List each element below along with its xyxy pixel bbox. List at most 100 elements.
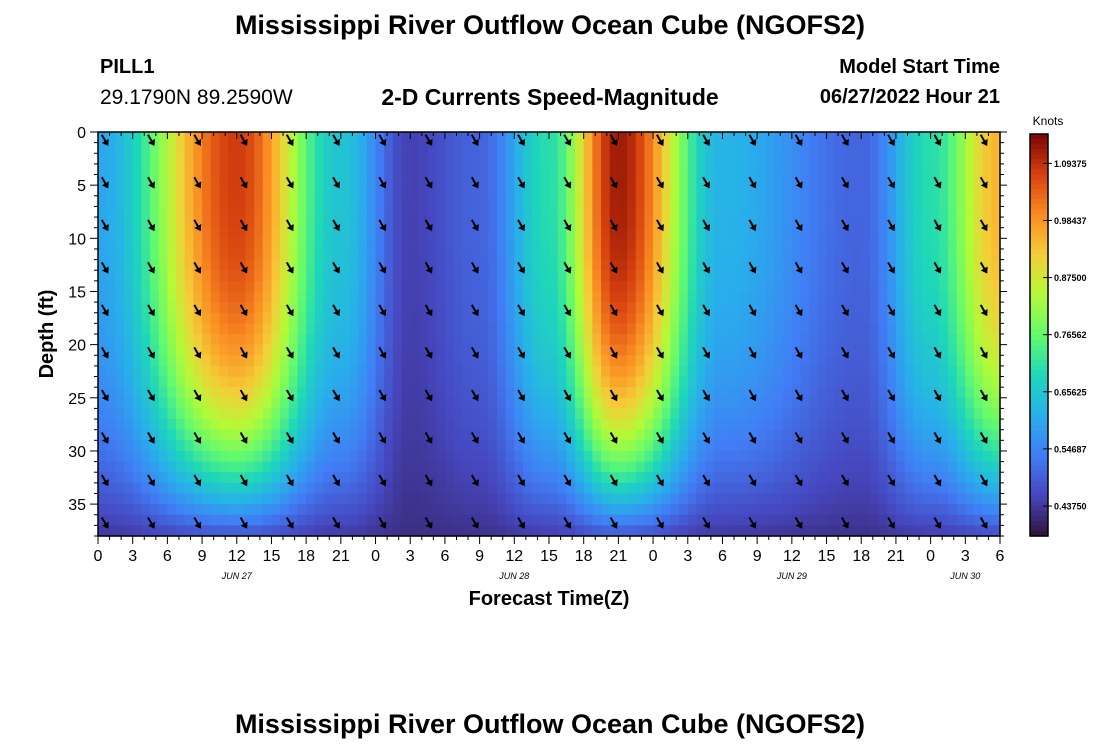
heatmap-cell — [349, 259, 359, 271]
heatmap-cell — [132, 185, 142, 197]
heatmap-cell — [453, 302, 463, 314]
heatmap-cell — [843, 323, 854, 335]
heatmap-cell — [453, 482, 463, 495]
heatmap-cell — [687, 408, 698, 420]
colorbar-segment — [1030, 375, 1048, 381]
heatmap-cell — [592, 334, 602, 346]
heatmap-cell — [982, 450, 992, 463]
heatmap-cell — [444, 387, 455, 399]
heatmap-cell — [895, 163, 906, 176]
y-tick-label: 25 — [68, 391, 86, 408]
heatmap-cell — [861, 227, 871, 239]
heatmap-cell — [401, 132, 411, 144]
heatmap-cell — [661, 174, 672, 186]
heatmap-cell — [982, 344, 992, 356]
heatmap-cell — [965, 291, 975, 303]
heatmap-cell — [141, 153, 151, 165]
heatmap-cell — [245, 217, 255, 229]
current-vector-arrow — [424, 389, 433, 402]
heatmap-cell — [280, 387, 290, 399]
heatmap-cell — [878, 270, 888, 282]
heatmap-cell — [306, 217, 316, 229]
heatmap-cell — [852, 323, 862, 335]
heatmap-cell — [505, 344, 515, 356]
heatmap-cell — [193, 440, 203, 452]
heatmap-cell — [549, 270, 559, 282]
heatmap-cell — [947, 291, 958, 303]
heatmap-cell — [470, 387, 481, 399]
heatmap-cell — [366, 461, 377, 473]
heatmap-cell — [774, 525, 784, 537]
heatmap-cell — [349, 440, 359, 452]
heatmap-cell — [722, 195, 732, 208]
heatmap-cell — [488, 429, 498, 441]
heatmap-cell — [280, 450, 290, 463]
heatmap-cell — [401, 504, 411, 516]
heatmap-cell — [809, 493, 819, 505]
heatmap-cell — [904, 163, 914, 176]
heatmap-cell — [375, 461, 385, 473]
heatmap-cell — [488, 248, 498, 261]
heatmap-cell — [115, 450, 125, 463]
heatmap-cell — [462, 312, 472, 324]
heatmap-cell — [202, 163, 212, 176]
heatmap-cell — [392, 514, 403, 526]
heatmap-cell — [679, 504, 689, 516]
heatmap-cell — [132, 334, 142, 346]
heatmap-cell — [332, 142, 342, 154]
heatmap-cell — [306, 206, 316, 218]
heatmap-cell — [462, 153, 472, 165]
heatmap-cell — [713, 142, 724, 154]
heatmap-cell — [817, 270, 828, 282]
heatmap-cell — [835, 142, 845, 154]
heatmap-cell — [306, 248, 316, 261]
heatmap-cell — [505, 472, 515, 484]
heatmap-cell — [583, 312, 593, 324]
heatmap-cell — [340, 440, 351, 452]
current-vector-arrow — [748, 474, 757, 487]
heatmap-cell — [887, 504, 897, 516]
heatmap-cell — [722, 206, 732, 218]
heatmap-cell — [887, 429, 897, 441]
current-vector-arrow — [794, 389, 803, 402]
heatmap-cell — [913, 206, 923, 218]
heatmap-cell — [106, 270, 116, 282]
heatmap-cell — [288, 482, 299, 495]
heatmap-cell — [705, 174, 715, 186]
heatmap-cell — [505, 355, 515, 367]
heatmap-cell — [809, 185, 819, 197]
heatmap-cell — [549, 280, 559, 293]
heatmap-cell — [722, 238, 732, 250]
heatmap-cell — [375, 291, 385, 303]
heatmap-cell — [271, 461, 281, 473]
current-vector-arrow — [933, 219, 942, 232]
heatmap-cell — [115, 174, 125, 186]
heatmap-cell — [141, 217, 151, 229]
current-vector-arrow — [239, 134, 248, 147]
heatmap-cell — [271, 334, 281, 346]
heatmap-cell — [817, 504, 828, 516]
heatmap-cell — [531, 334, 541, 346]
heatmap-cell — [384, 355, 394, 367]
heatmap-cell — [418, 504, 429, 516]
heatmap-cell — [921, 429, 932, 441]
heatmap-cell — [384, 504, 394, 516]
heatmap-cell — [783, 238, 793, 250]
heatmap-cell — [366, 514, 377, 526]
heatmap-cell — [713, 174, 724, 186]
station-coordinates: 29.1790N 89.2590W — [100, 86, 293, 109]
heatmap-cell — [861, 376, 871, 388]
heatmap-cell — [280, 270, 290, 282]
current-vector-arrow — [794, 134, 803, 147]
heatmap-cell — [514, 270, 524, 282]
y-axis-label: Depth (ft) — [36, 290, 58, 379]
heatmap-cell — [262, 440, 273, 452]
heatmap-cell — [618, 493, 628, 505]
heatmap-cell — [202, 334, 212, 346]
heatmap-cell — [280, 365, 290, 378]
heatmap-cell — [210, 312, 221, 324]
heatmap-cell — [973, 142, 984, 154]
heatmap-cell — [939, 450, 949, 463]
heatmap-cell — [696, 163, 706, 176]
heatmap-cell — [575, 355, 585, 367]
